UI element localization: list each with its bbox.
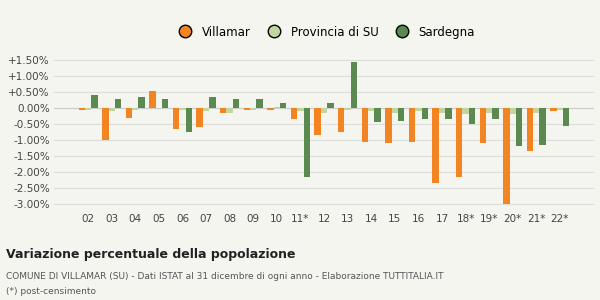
Bar (550, 108, 557, 111)
Bar (185, 108, 192, 132)
Bar (338, 108, 344, 132)
Bar (297, 108, 304, 111)
Text: COMUNE DI VILLAMAR (SU) - Dati ISTAT al 31 dicembre di ogni anno - Elaborazione : COMUNE DI VILLAMAR (SU) - Dati ISTAT al … (6, 272, 443, 281)
Bar (516, 108, 522, 146)
Bar (509, 108, 516, 115)
Bar (226, 108, 233, 113)
Bar (385, 108, 392, 143)
Bar (463, 108, 469, 115)
Bar (91, 95, 98, 108)
Legend: Villamar, Provincia di SU, Sardegna: Villamar, Provincia di SU, Sardegna (169, 21, 479, 43)
Bar (179, 108, 185, 110)
Bar (109, 108, 115, 111)
Bar (374, 108, 381, 122)
Bar (368, 108, 374, 111)
Bar (256, 99, 263, 108)
Bar (398, 108, 404, 121)
Bar (85, 108, 91, 110)
Bar (196, 108, 203, 127)
Bar (162, 99, 169, 108)
Bar (321, 108, 327, 113)
Bar (314, 108, 321, 135)
Bar (503, 108, 509, 204)
Bar (533, 108, 539, 113)
Bar (115, 99, 121, 108)
Bar (456, 108, 463, 177)
Bar (362, 108, 368, 142)
Bar (250, 108, 256, 110)
Bar (203, 108, 209, 111)
Bar (267, 108, 274, 110)
Bar (102, 108, 109, 140)
Bar (479, 108, 486, 143)
Bar (126, 108, 132, 118)
Bar (422, 108, 428, 119)
Bar (557, 108, 563, 110)
Text: Variazione percentuale della popolazione: Variazione percentuale della popolazione (6, 248, 296, 261)
Bar (439, 108, 445, 113)
Bar (132, 108, 139, 110)
Bar (563, 108, 569, 126)
Bar (79, 108, 85, 110)
Bar (493, 108, 499, 119)
Bar (351, 62, 357, 108)
Bar (409, 108, 415, 142)
Bar (280, 103, 286, 108)
Bar (486, 108, 493, 113)
Bar (327, 103, 334, 108)
Bar (244, 108, 250, 110)
Bar (415, 108, 422, 111)
Bar (304, 108, 310, 177)
Bar (149, 91, 155, 108)
Bar (527, 108, 533, 151)
Bar (539, 108, 546, 145)
Bar (291, 108, 297, 119)
Bar (233, 99, 239, 108)
Bar (220, 108, 226, 113)
Bar (445, 108, 452, 119)
Bar (392, 108, 398, 113)
Bar (274, 106, 280, 108)
Bar (209, 97, 215, 108)
Bar (344, 108, 351, 110)
Bar (433, 108, 439, 183)
Bar (173, 108, 179, 129)
Bar (469, 108, 475, 124)
Bar (139, 97, 145, 108)
Text: (*) post-censimento: (*) post-censimento (6, 287, 96, 296)
